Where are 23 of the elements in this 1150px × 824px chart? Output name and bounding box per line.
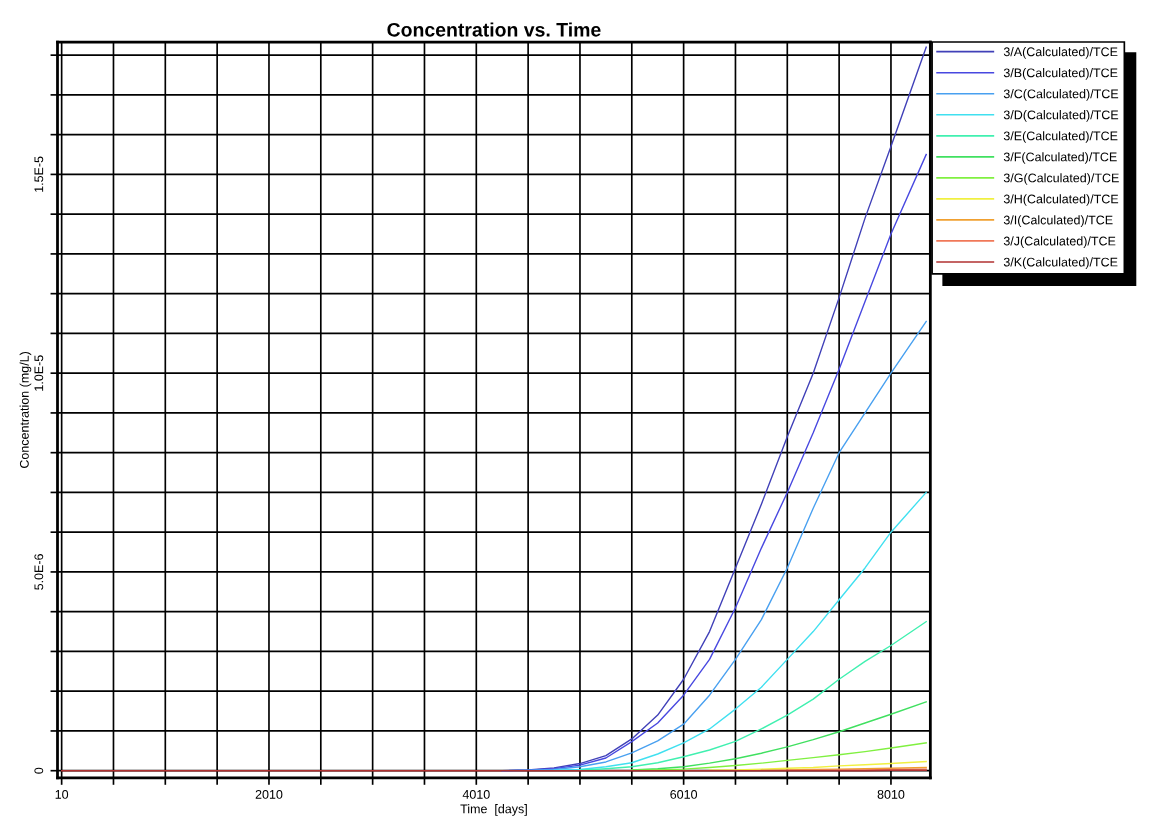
x-tick-label: 6010: [670, 789, 698, 799]
legend-label: 3/A(Calculated)/TCE: [1003, 47, 1118, 59]
y-tick-label: 1.0E-5: [34, 355, 44, 391]
legend-label: 3/G(Calculated)/TCE: [1003, 173, 1119, 185]
x-tick-label: 4010: [462, 789, 490, 799]
x-axis-title: Time [days]: [460, 804, 527, 816]
legend-label: 3/K(Calculated)/TCE: [1003, 257, 1118, 269]
x-tick-label: 10: [55, 789, 69, 799]
legend-label: 3/C(Calculated)/TCE: [1003, 89, 1119, 101]
legend-label: 3/D(Calculated)/TCE: [1003, 110, 1119, 122]
legend-label: 3/F(Calculated)/TCE: [1003, 152, 1117, 164]
chart-title: Concentration vs. Time: [387, 22, 601, 37]
y-tick-label: 1.5E-5: [34, 156, 44, 192]
x-tick-label: 8010: [877, 789, 905, 799]
legend-label: 3/H(Calculated)/TCE: [1003, 194, 1119, 206]
legend-label: 3/E(Calculated)/TCE: [1003, 131, 1118, 143]
legend-label: 3/B(Calculated)/TCE: [1003, 68, 1118, 80]
legend-label: 3/I(Calculated)/TCE: [1003, 215, 1113, 227]
y-axis-title: Concentration (mg/L): [19, 352, 32, 469]
y-tick-label: 0: [34, 767, 44, 774]
y-tick-label: 5.0E-6: [34, 554, 44, 590]
legend-label: 3/J(Calculated)/TCE: [1003, 236, 1116, 248]
x-tick-label: 2010: [255, 789, 283, 799]
